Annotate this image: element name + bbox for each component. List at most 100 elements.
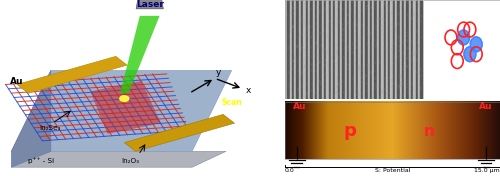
Bar [356,0,358,99]
Bar [317,0,320,99]
Bar [409,0,411,99]
Bar [349,0,352,99]
Polygon shape [124,114,234,151]
Bar [322,0,324,99]
Ellipse shape [472,43,484,56]
Ellipse shape [448,58,460,70]
Bar [379,0,382,99]
Text: 15.0 μm: 15.0 μm [474,168,500,173]
Ellipse shape [424,43,436,56]
Polygon shape [12,70,232,151]
Bar [400,0,402,99]
Bar [296,0,299,99]
Bar [406,0,409,99]
Bar [290,0,292,99]
Bar [336,0,338,99]
Bar [411,0,414,99]
Bar [344,0,347,99]
Text: x: x [246,86,251,95]
Text: Scan: Scan [222,98,242,108]
Polygon shape [90,81,161,134]
Ellipse shape [424,73,436,85]
Ellipse shape [456,73,468,85]
Ellipse shape [416,28,429,41]
Bar [342,0,344,99]
Ellipse shape [448,87,460,100]
Bar [312,0,315,99]
Text: In₂Se₃: In₂Se₃ [40,125,61,131]
Ellipse shape [488,43,500,56]
Ellipse shape [480,87,492,100]
Bar [386,0,388,99]
Ellipse shape [464,58,476,70]
Text: p⁺⁺ - Si: p⁺⁺ - Si [28,158,54,164]
Ellipse shape [440,73,452,85]
Ellipse shape [495,0,500,11]
Text: p: p [343,122,356,140]
Bar [301,0,304,99]
Text: Laser: Laser [136,0,164,9]
Ellipse shape [448,0,460,11]
Ellipse shape [432,87,444,100]
Polygon shape [136,0,164,9]
Bar [354,0,356,99]
Bar [338,0,340,99]
Bar [320,0,322,99]
Bar [308,0,310,99]
Ellipse shape [472,73,484,85]
Bar [416,0,418,99]
Ellipse shape [464,28,476,41]
Bar [370,0,372,99]
Bar [304,0,306,99]
Ellipse shape [416,0,429,11]
Text: y: y [216,68,222,77]
Bar [398,0,400,99]
Bar [306,0,308,99]
Text: n: n [424,124,434,139]
Bar [420,0,422,99]
Bar [376,0,379,99]
Bar [363,0,365,99]
Bar [292,0,294,99]
Bar [384,0,386,99]
Bar [358,0,360,99]
Bar [395,0,398,99]
Bar [382,0,384,99]
Ellipse shape [480,0,492,11]
Polygon shape [12,70,51,167]
Bar [294,0,296,99]
Bar [372,0,374,99]
Ellipse shape [495,58,500,70]
Ellipse shape [488,73,500,85]
Ellipse shape [432,58,444,70]
Circle shape [120,96,129,101]
Ellipse shape [480,28,492,41]
Ellipse shape [432,28,444,41]
Ellipse shape [432,0,444,11]
Bar [340,0,342,99]
Ellipse shape [464,87,476,100]
Bar [414,0,416,99]
Bar [347,0,349,99]
Bar [285,0,288,99]
Bar [388,0,390,99]
Bar [324,0,326,99]
Bar [288,0,290,99]
Bar [390,0,392,99]
Text: Au: Au [10,77,24,86]
Bar [374,0,376,99]
Ellipse shape [488,13,500,26]
Ellipse shape [464,0,476,11]
Circle shape [470,37,482,52]
Bar [365,0,368,99]
Ellipse shape [416,58,429,70]
Bar [360,0,363,99]
Ellipse shape [495,28,500,41]
Bar [404,0,406,99]
Bar [310,0,312,99]
Ellipse shape [440,13,452,26]
Text: Au: Au [479,102,492,111]
Bar [328,0,331,99]
Bar [402,0,404,99]
Polygon shape [120,16,160,93]
